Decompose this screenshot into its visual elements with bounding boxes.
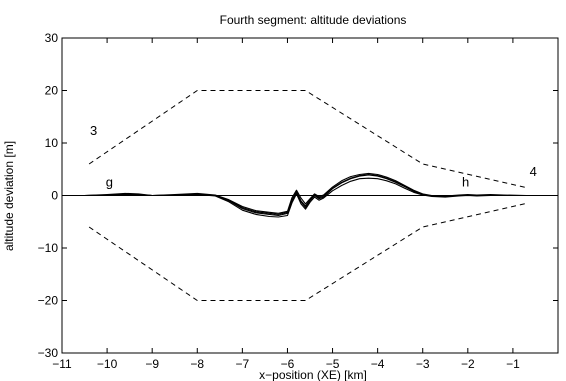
waypoint-annotations: 3 g h 4 (90, 123, 537, 189)
x-tick-label: −4 (371, 357, 385, 371)
chart-title: Fourth segment: altitude deviations (220, 13, 407, 27)
x-tick-label: −3 (416, 357, 430, 371)
y-tick-label: 20 (45, 84, 59, 98)
series-line-2 (62, 172, 527, 214)
annotation-label: 4 (530, 164, 537, 179)
x-tick-label: −1 (506, 357, 520, 371)
x-tick-label: −5 (326, 357, 340, 371)
x-tick-label: −10 (97, 357, 118, 371)
envelope-lower-line (88, 202, 527, 301)
x-tick-label: −11 (52, 357, 72, 371)
x-tick-label: −9 (145, 357, 159, 371)
x-axis-title: x−position (XE) [km] (259, 368, 367, 381)
x-tick-label: −8 (190, 357, 204, 371)
annotation-label: g (106, 175, 113, 190)
annotation-label: h (462, 175, 469, 190)
y-tick-label: −10 (38, 241, 59, 255)
x-tick-label: −6 (281, 357, 295, 371)
y-tick-label: 10 (45, 136, 59, 150)
y-axis-title: altitude deviation [m] (2, 141, 16, 251)
series-line-3 (62, 177, 527, 218)
y-tick-label: −30 (38, 346, 59, 360)
series-line-4 (62, 173, 527, 215)
envelope-upper-line (88, 90, 527, 189)
x-tick-label: −2 (461, 357, 475, 371)
axis-ticks: −11 −10 −9 −8 −7 −6 −5 −4 −3 −2 −1 −30 −20 −10 0 10 20 30 (38, 31, 558, 371)
y-tick-label: −20 (38, 294, 59, 308)
x-tick-label: −7 (236, 357, 250, 371)
deviation-series (62, 172, 527, 218)
y-tick-label: 0 (51, 189, 58, 203)
annotation-label: 3 (90, 123, 97, 138)
y-tick-label: 30 (45, 31, 59, 45)
